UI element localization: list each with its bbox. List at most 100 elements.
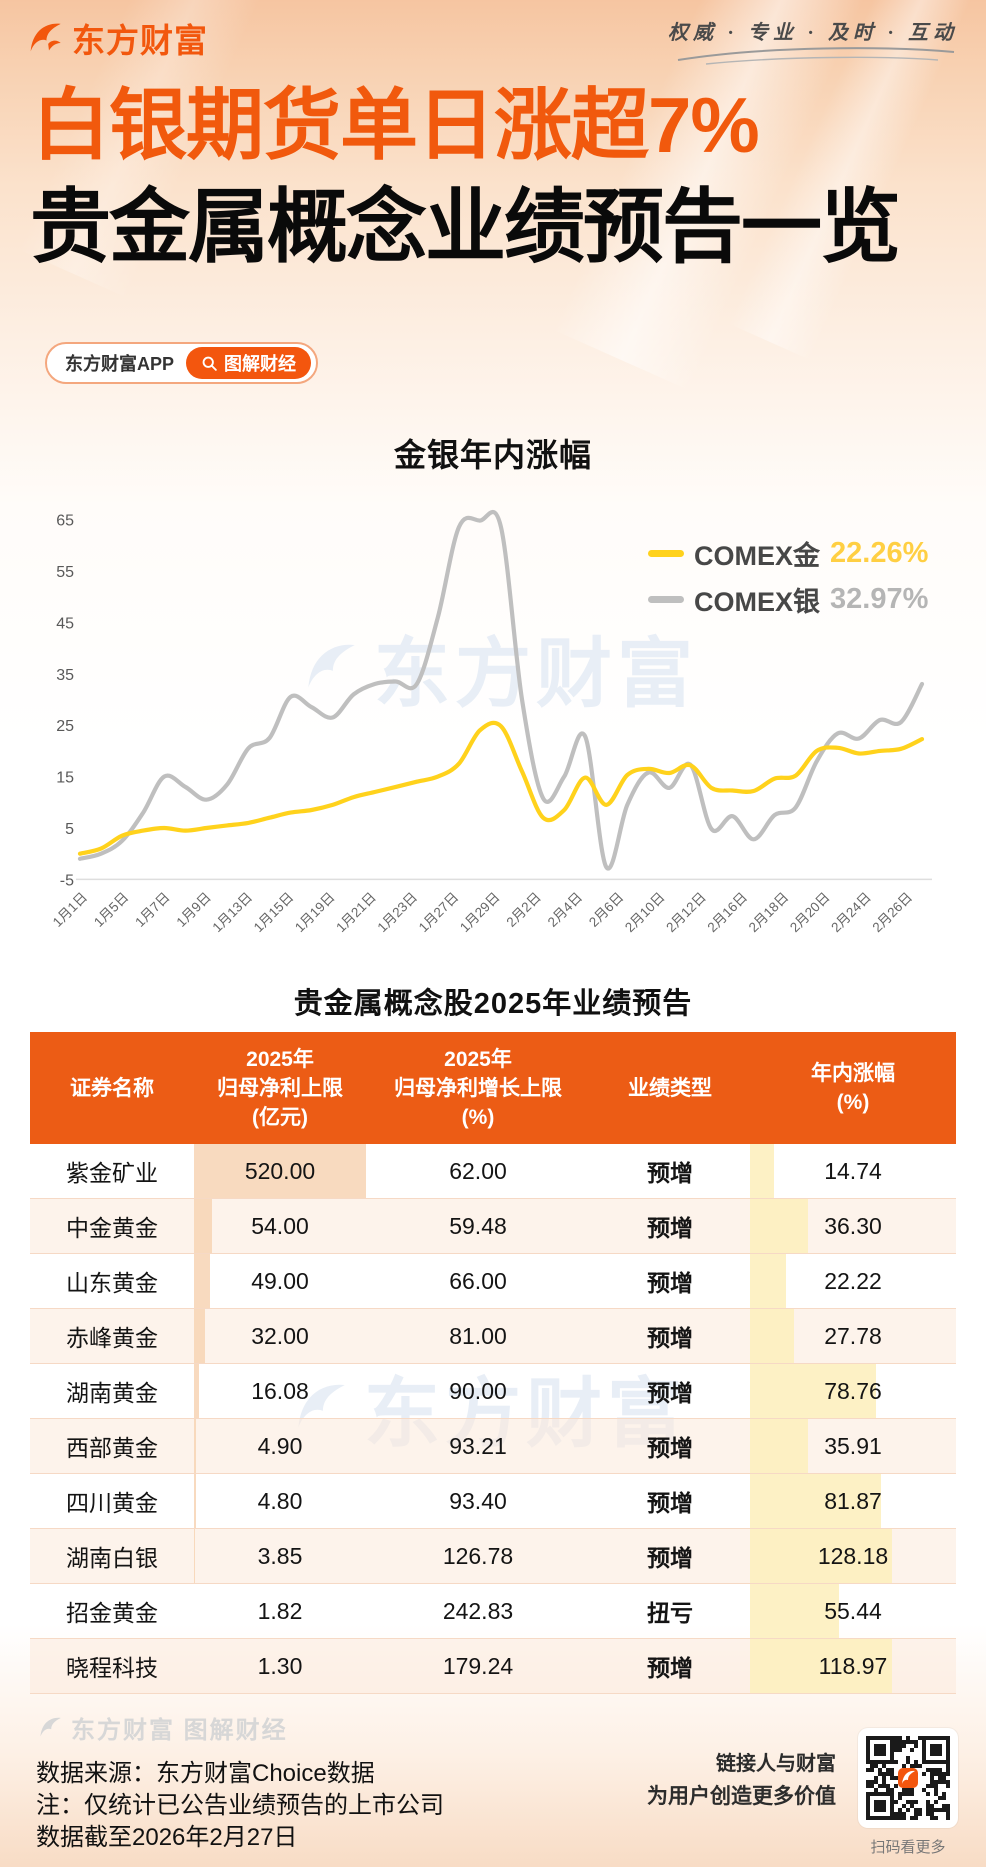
profit-value-bar: [194, 1309, 205, 1363]
ytd-change-cell: 128.18: [750, 1529, 956, 1583]
brand-tagline: 权威 · 专业 · 及时 · 互动: [668, 22, 958, 44]
forecast-type-cell: 预增: [647, 1545, 693, 1571]
profit-cap-cell: 54.00: [194, 1199, 366, 1253]
table-title: 贵金属概念股2025年业绩预告: [293, 988, 693, 1020]
forecast-type-cell: 预增: [647, 1270, 693, 1296]
comex-silver-line: [77, 509, 925, 871]
slogan-line-1: 链接人与财富: [716, 1753, 836, 1775]
data-note-line: 注：仅统计已公告业绩预告的上市公司: [36, 1792, 444, 1819]
silver-line-swatch: [648, 596, 684, 603]
y-tick-label: 35: [56, 667, 74, 684]
forecast-type-cell: 预增: [647, 1325, 693, 1351]
y-tick-label: 25: [56, 718, 74, 735]
table-row: 山东黄金 49.00 66.00 预增 22.22: [30, 1254, 956, 1309]
stock-name-cell: 招金黄金: [66, 1600, 158, 1626]
profit-value-bar: [194, 1144, 366, 1198]
data-source-line: 数据来源：东方财富Choice数据: [36, 1760, 375, 1787]
y-tick-label: 5: [65, 821, 74, 838]
x-tick-label: 2月20日: [787, 890, 833, 936]
slogan-line-2: 为用户创造更多价值: [647, 1785, 836, 1808]
ytd-change-cell: 22.22: [750, 1254, 956, 1308]
footer-slogan: 链接人与财富 为用户创造更多价值: [647, 1748, 836, 1814]
legend-row-gold: COMEX金 22.26%: [648, 534, 928, 573]
qr-code-pattern: [866, 1736, 950, 1820]
stock-name-cell: 西部黄金: [66, 1435, 158, 1461]
x-tick-label: 1月7日: [132, 890, 172, 930]
comex-gold-line: [77, 720, 925, 856]
column-header-0: 证券名称: [70, 1076, 154, 1100]
x-tick-label: 1月15日: [251, 890, 297, 936]
profit-cap-cell: 4.80: [194, 1474, 366, 1528]
x-tick-label: 1月27日: [416, 890, 462, 936]
change-value-bar: [750, 1309, 795, 1363]
profit-value-bar: [194, 1474, 196, 1528]
stock-name-cell: 山东黄金: [66, 1270, 158, 1296]
footer-logo-text: 东方财富 图解财经: [71, 1717, 288, 1744]
table-row: 湖南白银 3.85 126.78 预增 128.18: [30, 1529, 956, 1584]
brand-name: 东方财富: [72, 22, 208, 59]
forecast-type-cell: 预增: [647, 1655, 693, 1681]
legend-value-silver: 32.97%: [830, 583, 929, 615]
x-tick-label: 1月13日: [209, 890, 255, 936]
column-header-2: 2025年 归母净利增长上限 (%): [394, 1047, 562, 1129]
stock-name-cell: 晓程科技: [66, 1655, 158, 1681]
change-value-bar: [750, 1639, 892, 1693]
growth-cap-cell: 66.00: [449, 1267, 507, 1294]
x-tick-label: 1月9日: [174, 890, 214, 930]
stock-name-cell: 赤峰黄金: [66, 1325, 158, 1351]
change-value-bar: [750, 1474, 881, 1528]
x-tick-label: 1月21日: [333, 890, 379, 936]
column-header-4: 年内涨幅 (%): [811, 1062, 895, 1114]
app-pill[interactable]: 东方财富APP 图解财经: [45, 342, 319, 384]
x-tick-label: 1月19日: [292, 890, 338, 936]
x-tick-label: 1月23日: [374, 890, 420, 936]
profit-cap-cell: 3.85: [194, 1529, 366, 1583]
column-header-3: 业绩类型: [628, 1076, 712, 1100]
growth-cap-cell: 93.21: [449, 1432, 507, 1459]
x-tick-label: 2月12日: [663, 890, 709, 936]
table-body: 紫金矿业 520.00 62.00 预增 14.74 中金黄金 54.00 59.48 预增 36…: [30, 1144, 956, 1694]
y-tick-label: -5: [60, 872, 74, 889]
x-tick-label: 2月18日: [746, 890, 792, 936]
app-pill-cta[interactable]: 图解财经: [186, 347, 312, 379]
growth-cap-cell: 62.00: [449, 1157, 507, 1184]
forecast-type-cell: 扭亏: [647, 1600, 693, 1626]
stock-name-cell: 湖南白银: [66, 1545, 158, 1571]
growth-cap-cell: 90.00: [449, 1377, 507, 1404]
growth-cap-cell: 179.24: [442, 1652, 514, 1679]
growth-cap-cell: 93.40: [449, 1487, 507, 1514]
profit-value-bar: [194, 1364, 200, 1418]
table-row: 招金黄金 1.82 242.83 扭亏 55.44: [30, 1584, 956, 1639]
table-row: 中金黄金 54.00 59.48 预增 36.30: [30, 1199, 956, 1254]
ytd-change-cell: 35.91: [750, 1419, 956, 1473]
brand-flame-icon: [30, 23, 61, 52]
headline-primary: 白银期货单日涨超7%: [32, 81, 760, 169]
table-row: 四川黄金 4.80 93.40 预增 81.87: [30, 1474, 956, 1529]
app-pill-cta-label: 图解财经: [224, 354, 297, 374]
profit-cap-cell: 1.82: [257, 1597, 303, 1624]
profit-cap-cell: 4.90: [194, 1419, 366, 1473]
growth-cap-cell: 242.83: [442, 1597, 514, 1624]
legend-value-gold: 22.26%: [830, 537, 929, 569]
profit-cap-cell: 520.00: [194, 1144, 366, 1198]
change-value-bar: [750, 1364, 876, 1418]
legend-label-silver: COMEX银: [694, 587, 821, 617]
data-cutoff-line: 数据截至2026年2月27日: [36, 1824, 298, 1851]
stock-name-cell: 湖南黄金: [66, 1380, 158, 1406]
ytd-change-cell: 118.97: [750, 1639, 956, 1693]
performance-table: 证券名称 2025年 归母净利上限 (亿元) 2025年 归母净利增长上限 (%) 业绩类型 年…: [30, 1032, 956, 1694]
profit-value-bar: [194, 1419, 196, 1473]
forecast-type-cell: 预增: [647, 1490, 693, 1516]
ytd-change-cell: 81.87: [750, 1474, 956, 1528]
x-tick-label: 2月26日: [869, 890, 915, 936]
profit-value-bar: [194, 1529, 196, 1583]
table-row: 西部黄金 4.90 93.21 预增 35.91: [30, 1419, 956, 1474]
growth-cap-cell: 81.00: [449, 1322, 507, 1349]
footer-logo: 东方财富 图解财经: [36, 1710, 288, 1745]
profit-value-bar: [194, 1199, 212, 1253]
qr-caption: 扫码看更多: [870, 1839, 946, 1856]
forecast-type-cell: 预增: [647, 1435, 693, 1461]
stock-name-cell: 中金黄金: [66, 1215, 158, 1241]
table-header-row: 证券名称 2025年 归母净利上限 (亿元) 2025年 归母净利增长上限 (%) 业绩类型 年…: [30, 1032, 956, 1144]
